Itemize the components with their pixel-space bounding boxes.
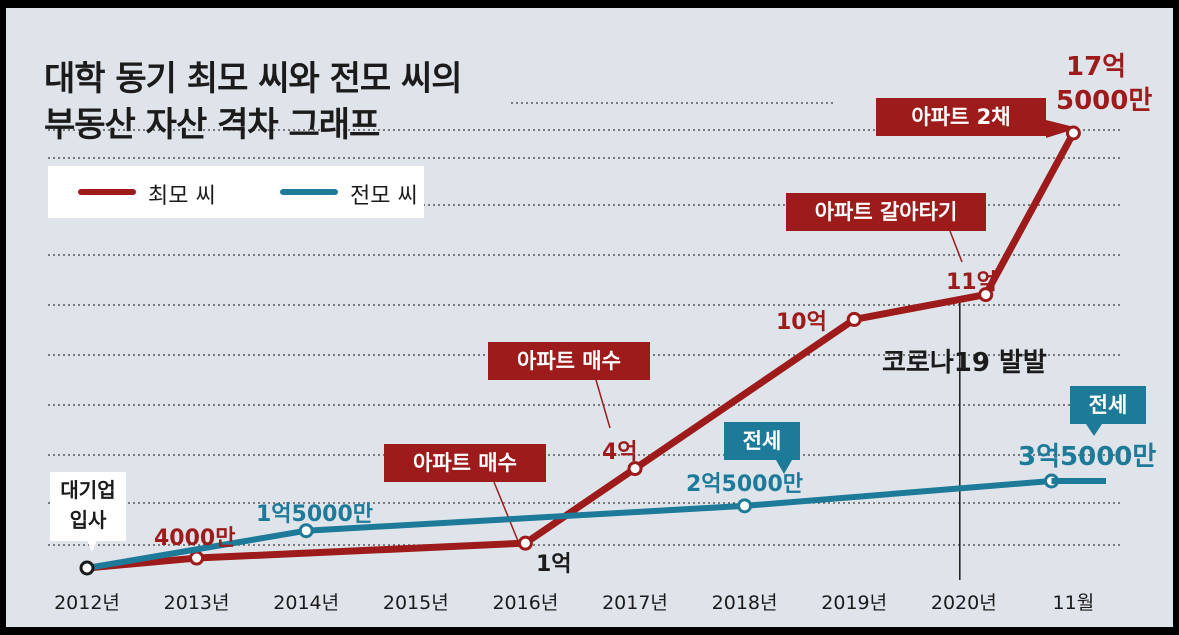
legend-swatch-blue [280,189,338,195]
label-blue-end: 3억5000만 [1018,442,1157,472]
title-line-2: 부동산 자산 격차 그래프 [44,105,380,145]
chart-title: 대학 동기 최모 씨와 전모 씨의 부동산 자산 격차 그래프 [44,56,463,148]
label-red-2019: 10억 [776,310,827,335]
x-tick-label: 2016년 [492,592,559,614]
legend-label-series1: 최모 씨 [148,184,216,209]
title-line-1: 대학 동기 최모 씨와 전모 씨의 [44,59,463,99]
series-1-point [1065,125,1081,141]
series-2-point [737,498,753,514]
callout-pointer-two-apts [1046,120,1078,138]
annotation-buy-1: 아파트 매수 [384,444,546,482]
series-2-point [298,523,314,539]
annotation-jeonse-2: 전세 [1070,386,1146,424]
label-red-end-2: 5000만 [1056,86,1153,116]
label-red-2013: 4000만 [154,526,236,551]
leader-buy-2 [595,379,611,429]
annotation-hire-text: 대기업 입사 [60,478,116,532]
legend-label-series2: 전모 씨 [350,184,418,209]
label-red-2020: 11억 [946,270,997,295]
annotation-two-apts: 아파트 2채 [876,98,1046,136]
x-tick-label: 2012년 [54,592,120,614]
x-tick-label: 2014년 [273,592,340,614]
x-tick-label: 11월 [1052,592,1095,614]
series-1-point [517,535,533,551]
x-tick-label: 2020년 [930,592,997,614]
label-red-2017: 4억 [602,440,638,465]
annotation-hire: 대기업 입사 [50,472,126,541]
series-1-point [978,287,994,303]
x-tick-label: 2019년 [821,592,888,614]
label-blue-2014: 1억5000만 [256,502,374,527]
chart-panel: 대학 동기 최모 씨와 전모 씨의 부동산 자산 격차 그래프 최모 씨 전모 … [6,8,1173,627]
annotation-covid: 코로나19 발발 [882,348,1047,378]
x-tick-label: 2015년 [382,592,449,614]
legend: 최모 씨 전모 씨 [48,166,424,218]
series-1-point [627,461,643,477]
label-blue-2018: 2억5000만 [686,472,804,497]
image-frame: 대학 동기 최모 씨와 전모 씨의 부동산 자산 격차 그래프 최모 씨 전모 … [0,8,1179,635]
annotation-jeonse-1: 전세 [724,422,800,460]
leader-buy-1 [493,481,521,547]
x-tick-label: 2018년 [711,592,778,614]
leader-switch [949,230,963,263]
legend-swatch-red [78,189,136,195]
x-tick-label: 2013년 [163,592,230,614]
origin-point [79,560,95,576]
x-tick-label: 2017년 [602,592,668,614]
series-line-2 [84,478,1055,571]
annotation-switch: 아파트 갈아타기 [786,193,986,231]
callout-pointer-jeonse-1 [776,460,792,474]
label-red-2016: 1억 [536,552,572,577]
series-1-point [846,311,862,327]
callout-pointer-hire [86,538,98,552]
label-red-end-1: 17억 [1066,52,1127,82]
annotation-buy-2: 아파트 매수 [488,342,650,380]
series-1-point [189,550,205,566]
callout-pointer-jeonse-2 [1086,424,1102,436]
